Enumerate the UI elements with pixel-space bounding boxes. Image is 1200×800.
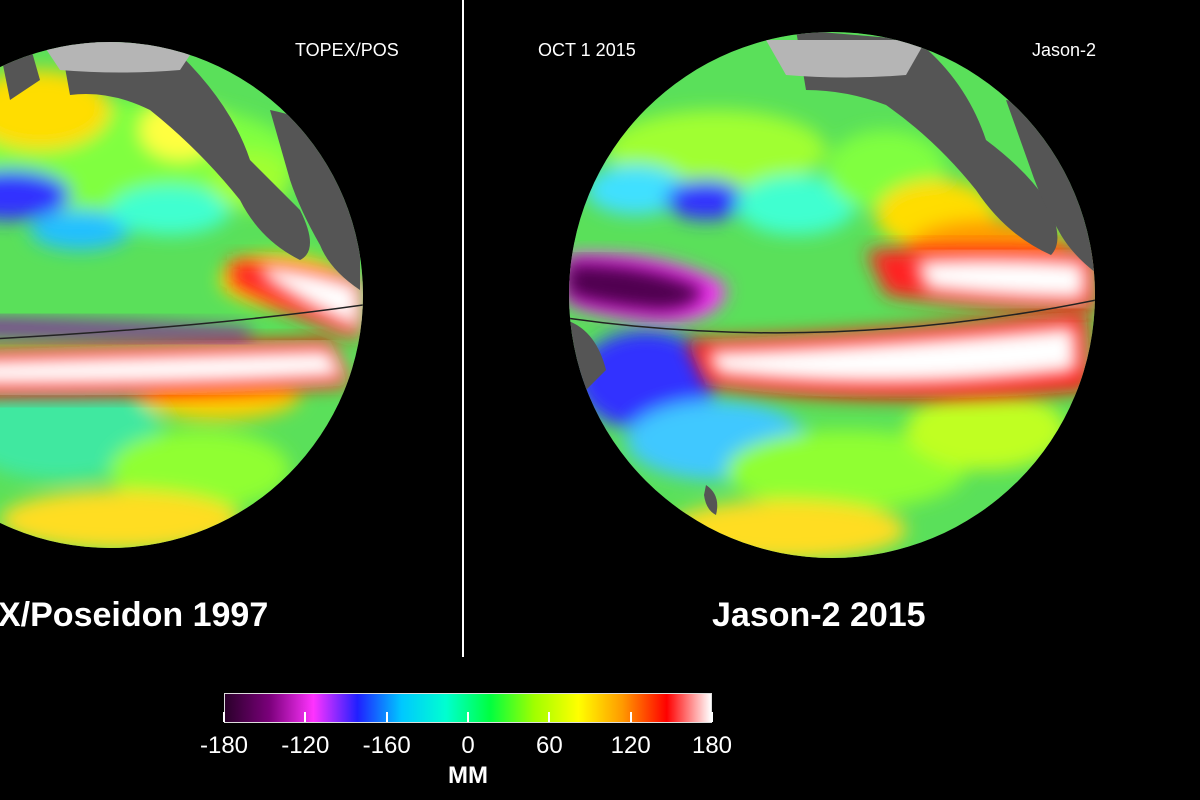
unit-label: MM xyxy=(448,762,488,789)
colorbar-tick xyxy=(548,712,551,722)
colorbar-tick-label: 120 xyxy=(610,732,651,759)
globe-1997-map xyxy=(0,42,363,548)
colorbar-tick-label: -120 xyxy=(281,732,330,759)
satellite-label-jason: Jason-2 xyxy=(1032,40,1097,60)
colorbar-tick-label: -160 xyxy=(362,732,411,759)
colorbar-tick-label: 0 xyxy=(461,732,475,759)
satellite-label-topex: TOPEX/POS xyxy=(295,40,399,60)
panel-divider xyxy=(462,0,464,657)
panel-title-2015: Jason-2 2015 xyxy=(712,596,926,634)
left-panel-1997: TOPEX/POS X/Poseidon 1997 xyxy=(0,0,463,800)
globe-2015-map xyxy=(569,32,1095,558)
right-panel-2015: OCT 1 2015 Jason-2 Jason-2 2015 xyxy=(466,0,1200,800)
date-label: OCT 1 2015 xyxy=(538,40,636,60)
colorbar-tick xyxy=(223,712,225,722)
colorbar-tick-label: 60 xyxy=(535,732,563,759)
colorbar-tick xyxy=(711,712,713,722)
colorbar-tick-label: 180 xyxy=(691,732,733,759)
colorbar-tick xyxy=(385,712,388,722)
colorbar-tick-label: -180 xyxy=(199,732,249,759)
colorbar-tick xyxy=(629,712,632,722)
colorbar-tick xyxy=(467,712,469,722)
panel-title-1997: X/Poseidon 1997 xyxy=(0,596,269,634)
colorbar-tick xyxy=(304,712,307,722)
colorbar-legend: -180 -120 -160 0 60 120 180 MM xyxy=(0,690,1200,800)
